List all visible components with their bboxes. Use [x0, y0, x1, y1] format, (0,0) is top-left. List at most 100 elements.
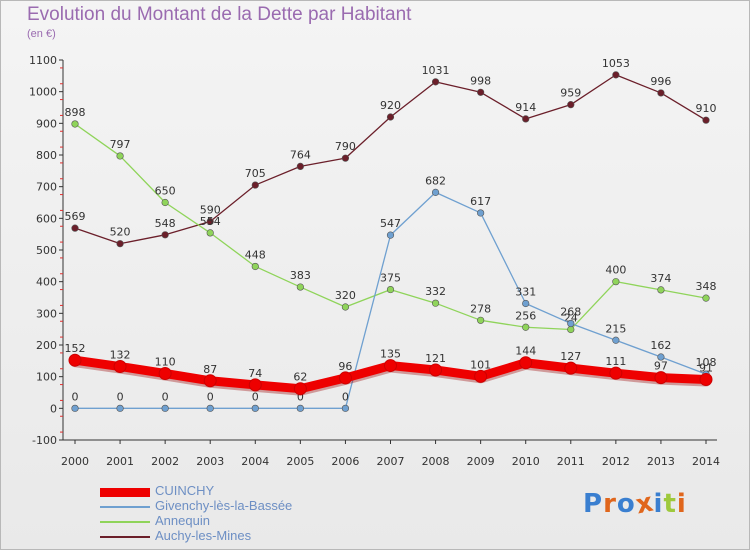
x-tick-label: 2000: [61, 455, 89, 468]
data-point-givenchy-l-s-la-bass-e: [431, 188, 440, 196]
x-tick-label: 2002: [151, 455, 179, 468]
data-point-cuinchy: [474, 369, 488, 383]
x-tick-label: 2005: [286, 455, 314, 468]
data-label-annequin: 650: [155, 185, 176, 198]
data-label-givenchy-l-s-la-bass-e: 108: [696, 356, 717, 369]
data-label-cuinchy: 135: [380, 348, 401, 361]
data-label-annequin: 383: [290, 269, 311, 282]
data-point-auchy-les-mines: [522, 115, 530, 123]
data-label-annequin: 374: [650, 272, 671, 285]
data-point-cuinchy: [338, 371, 352, 385]
data-point-givenchy-l-s-la-bass-e: [296, 404, 304, 412]
data-point-cuinchy: [519, 356, 533, 370]
data-point-annequin: [386, 285, 395, 294]
data-label-givenchy-l-s-la-bass-e: 0: [162, 390, 169, 403]
data-point-cuinchy: [113, 360, 127, 374]
data-point-givenchy-l-s-la-bass-e: [161, 404, 169, 412]
data-point-annequin: [116, 152, 124, 160]
data-point-annequin: [296, 283, 304, 291]
data-point-cuinchy: [68, 353, 82, 367]
data-label-givenchy-l-s-la-bass-e: 0: [297, 390, 304, 403]
legend-swatch-annequin: [100, 521, 150, 523]
proxiti-logo: Proxiti: [583, 487, 687, 520]
data-label-givenchy-l-s-la-bass-e: 0: [342, 390, 349, 403]
x-tick-label: 2004: [241, 455, 269, 468]
data-label-auchy-les-mines: 764: [290, 148, 311, 161]
data-label-cuinchy: 87: [203, 363, 217, 376]
data-point-auchy-les-mines: [206, 217, 214, 226]
x-tick-label: 2009: [467, 455, 495, 468]
y-tick-label: 800: [36, 149, 57, 162]
data-point-annequin: [341, 303, 350, 311]
data-point-givenchy-l-s-la-bass-e: [522, 299, 530, 308]
data-label-cuinchy: 101: [470, 358, 491, 371]
y-tick-label: 200: [36, 339, 57, 352]
data-label-auchy-les-mines: 569: [65, 210, 86, 223]
data-label-annequin: 332: [425, 285, 446, 298]
legend-label-annequin: Annequin: [155, 513, 210, 528]
data-point-annequin: [431, 299, 440, 307]
data-point-givenchy-l-s-la-bass-e: [206, 404, 214, 412]
legend-swatch-auchy-les-mines: [100, 536, 150, 538]
logo-letter: o: [616, 489, 636, 519]
data-point-annequin: [612, 278, 620, 286]
data-label-givenchy-l-s-la-bass-e: 0: [252, 390, 259, 403]
data-label-annequin: 348: [696, 280, 717, 293]
data-point-givenchy-l-s-la-bass-e: [567, 319, 575, 328]
x-tick-label: 2008: [422, 455, 450, 468]
data-point-auchy-les-mines: [702, 116, 710, 124]
data-label-auchy-les-mines: 590: [200, 204, 221, 217]
y-tick-label: 900: [36, 117, 57, 130]
y-tick-label: 500: [36, 244, 57, 257]
data-label-auchy-les-mines: 920: [380, 99, 401, 112]
y-tick-label: 1000: [29, 86, 57, 99]
data-label-givenchy-l-s-la-bass-e: 331: [515, 286, 536, 299]
data-label-auchy-les-mines: 520: [110, 226, 131, 239]
data-point-annequin: [251, 262, 259, 271]
data-label-givenchy-l-s-la-bass-e: 682: [425, 174, 446, 187]
data-label-annequin: 256: [515, 309, 536, 322]
data-label-annequin: 375: [380, 272, 401, 285]
data-point-givenchy-l-s-la-bass-e: [71, 404, 79, 412]
y-tick-label: 700: [36, 181, 57, 194]
data-point-auchy-les-mines: [477, 88, 485, 96]
data-label-annequin: 400: [605, 264, 626, 277]
y-tick-label: 600: [36, 212, 57, 225]
x-tick-label: 2013: [647, 455, 675, 468]
data-point-annequin: [71, 120, 79, 128]
data-label-cuinchy: 132: [110, 349, 131, 362]
data-label-cuinchy: 111: [605, 355, 626, 368]
x-tick-label: 2011: [557, 455, 585, 468]
data-label-cuinchy: 62: [293, 371, 307, 384]
data-label-annequin: 320: [335, 289, 356, 302]
data-point-cuinchy: [564, 361, 578, 375]
data-point-auchy-les-mines: [567, 101, 575, 109]
data-point-cuinchy: [384, 359, 397, 373]
data-point-givenchy-l-s-la-bass-e: [477, 209, 485, 217]
data-point-cuinchy: [429, 363, 443, 377]
data-point-cuinchy: [203, 374, 217, 388]
line-chart: -100010020030040050060070080090010001100…: [29, 54, 720, 468]
y-tick-label: 100: [36, 371, 57, 384]
data-label-auchy-les-mines: 998: [470, 74, 491, 87]
x-tick-label: 2001: [106, 455, 134, 468]
data-point-auchy-les-mines: [386, 113, 395, 121]
x-tick-label: 2014: [692, 455, 720, 468]
unit-label: (en €): [27, 28, 56, 40]
data-point-cuinchy: [699, 373, 713, 387]
data-point-givenchy-l-s-la-bass-e: [386, 231, 395, 239]
data-point-annequin: [567, 325, 575, 334]
data-label-cuinchy: 127: [560, 350, 581, 363]
data-point-auchy-les-mines: [116, 240, 124, 248]
data-point-givenchy-l-s-la-bass-e: [612, 336, 620, 344]
data-label-auchy-les-mines: 790: [335, 140, 356, 153]
y-tick-label: 1100: [29, 54, 57, 67]
data-point-auchy-les-mines: [431, 78, 440, 86]
data-point-annequin: [522, 323, 530, 331]
data-label-cuinchy: 121: [425, 352, 446, 365]
y-tick-label: 300: [36, 307, 57, 320]
y-tick-label: 400: [36, 276, 57, 289]
data-label-givenchy-l-s-la-bass-e: 268: [560, 305, 581, 318]
data-point-givenchy-l-s-la-bass-e: [251, 404, 259, 412]
data-label-annequin: 797: [110, 138, 131, 151]
